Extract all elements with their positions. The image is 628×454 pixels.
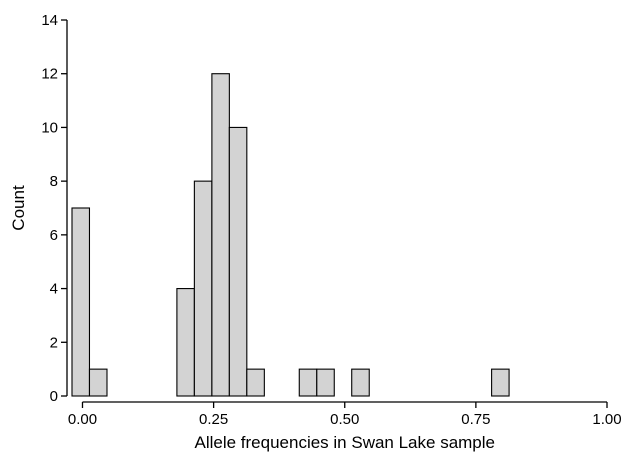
y-tick-label: 14 <box>41 12 58 29</box>
y-tick-label: 10 <box>41 119 58 136</box>
histogram-bar <box>88 368 108 397</box>
x-tick-label: 0.50 <box>330 411 359 428</box>
histogram-bar <box>176 288 195 397</box>
y-axis: 0 2 4 6 8 10 12 14 <box>41 12 68 405</box>
y-tick-label: 8 <box>50 173 58 190</box>
y-tick-label: 4 <box>50 281 58 298</box>
x-tick-label: 1.00 <box>592 411 621 428</box>
histogram-bar <box>491 368 510 397</box>
y-tick-label: 2 <box>50 334 58 351</box>
x-tick-label: 0.00 <box>68 411 97 428</box>
y-tick-label: 12 <box>41 66 58 83</box>
y-tick-label: 6 <box>50 227 58 244</box>
histogram-bar <box>246 368 265 397</box>
histogram-bar <box>298 368 318 397</box>
x-tick-label: 0.25 <box>199 411 228 428</box>
histogram-bar <box>211 73 230 397</box>
y-tick-label: 0 <box>50 388 58 405</box>
y-axis-title: Count <box>9 185 28 231</box>
histogram-bar <box>71 207 91 397</box>
x-axis-title: Allele frequencies in Swan Lake sample <box>194 433 495 452</box>
histogram-bar <box>228 126 248 397</box>
x-axis: 0.00 0.25 0.50 0.75 1.00 <box>68 401 622 428</box>
histogram-bars <box>71 73 510 397</box>
histogram-bar <box>316 368 335 397</box>
histogram-bar <box>193 180 213 397</box>
x-tick-label: 0.75 <box>461 411 490 428</box>
histogram-bar <box>351 368 370 397</box>
